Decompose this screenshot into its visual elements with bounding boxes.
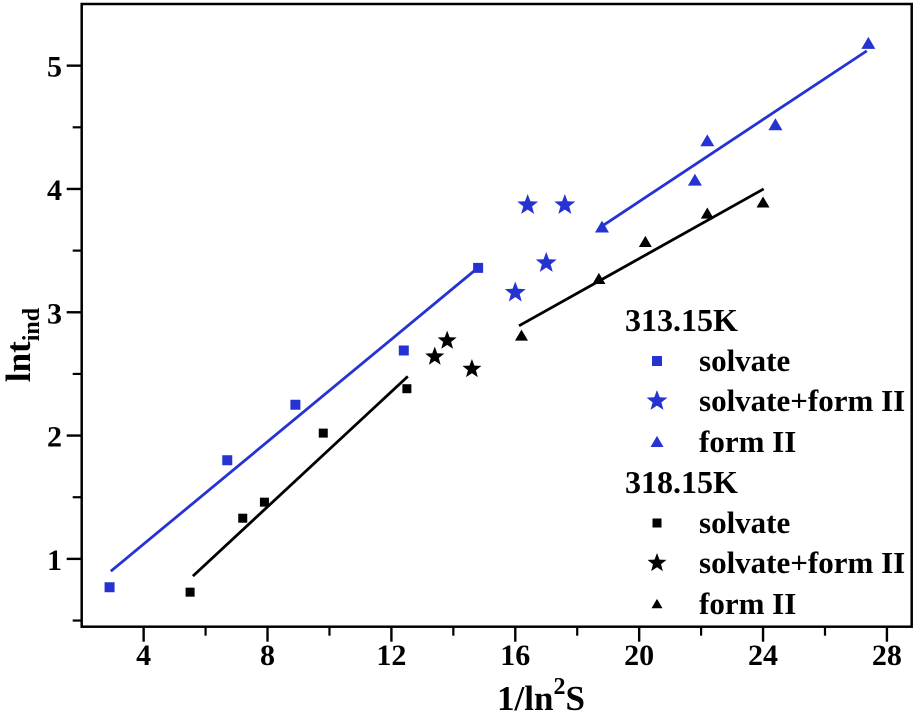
star-marker-icon: [625, 546, 689, 580]
x-tick-label: 20: [624, 639, 654, 672]
x-tick-label: 28: [872, 639, 902, 672]
data-point-triangle-marker: [514, 329, 528, 341]
data-point-square-marker: [259, 497, 269, 507]
data-point-star-marker: [425, 346, 445, 365]
data-point-star-marker: [517, 193, 539, 214]
legend-group-header: 313.15K: [625, 301, 738, 338]
legend-item-label: form II: [699, 423, 797, 459]
data-point-triangle-marker: [861, 36, 876, 49]
fit-line: [109, 266, 479, 573]
data-point-triangle-marker: [756, 196, 770, 208]
data-point-triangle-marker: [700, 134, 715, 147]
data-point-triangle-marker: [687, 173, 702, 186]
square-marker-icon: [625, 506, 689, 540]
data-point-square-marker: [473, 262, 484, 273]
data-point-square-marker: [318, 428, 328, 438]
data-point-star-marker: [437, 330, 457, 349]
series-313-15k-solvate-form-ii: [504, 193, 576, 302]
legend-item-solvate: solvate: [625, 503, 905, 544]
data-point-triangle-marker: [650, 435, 664, 447]
plot-frame: [80, 2, 913, 628]
data-point-square-marker: [398, 345, 409, 356]
x-tick-label: 8: [260, 639, 275, 672]
series-318-15k-solvate: [185, 384, 412, 597]
data-point-triangle-marker: [638, 235, 652, 247]
legend: 313.15K solvate solvate+form II form II 318.…: [625, 300, 905, 624]
legend-group-header: 318.15K: [625, 463, 738, 500]
x-tick-label: 4: [136, 639, 151, 672]
legend-item-label: solvate: [699, 342, 791, 378]
y-axis-title: lntind: [0, 307, 45, 382]
x-tick-label: 16: [500, 639, 530, 672]
data-point-star-marker: [647, 553, 667, 572]
legend-item-label: form II: [699, 585, 797, 621]
series-318-15k-form-ii: [514, 196, 770, 341]
y-tick-label: 4: [47, 174, 62, 207]
fit-line: [599, 49, 868, 229]
triangle-marker-icon: [625, 425, 689, 459]
fit-line: [191, 375, 409, 578]
legend-item-solvate: solvate: [625, 341, 905, 382]
series-313-15k-form-ii: [594, 36, 876, 233]
y-tick-label: 3: [47, 297, 62, 330]
data-point-triangle-marker: [651, 598, 663, 608]
fit-line: [518, 187, 765, 328]
data-point-triangle-marker: [594, 220, 609, 233]
data-point-square-marker: [104, 582, 115, 593]
square-marker-icon: [625, 344, 689, 378]
legend-item-form-ii: form II: [625, 422, 905, 463]
y-tick-label: 5: [47, 51, 62, 84]
triangle-marker-icon: [625, 587, 689, 621]
legend-item-label: solvate: [699, 504, 791, 540]
legend-item-label: solvate+form II: [699, 383, 906, 419]
data-point-square-marker: [290, 399, 301, 410]
data-point-star-marker: [535, 251, 557, 272]
data-point-star-marker: [554, 193, 576, 214]
data-point-triangle-marker: [592, 272, 606, 284]
data-point-square-marker: [652, 518, 662, 528]
x-tick-label: 12: [376, 639, 406, 672]
data-point-square-marker: [238, 513, 248, 523]
data-point-square-marker: [652, 355, 662, 366]
legend-item-form-ii: form II: [625, 584, 905, 625]
data-point-star-marker: [504, 281, 526, 302]
x-tick-label: 24: [748, 639, 778, 672]
legend-item-solvate-form-ii: solvate+form II: [625, 543, 905, 584]
data-point-triangle-marker: [700, 207, 714, 219]
series-318-15k-solvate-form-ii: [425, 330, 482, 378]
y-tick-label: 1: [47, 544, 62, 577]
data-point-square-marker: [402, 384, 412, 394]
legend-item-solvate-form-ii: solvate+form II: [625, 381, 905, 422]
series-313-15k-solvate: [104, 262, 484, 593]
y-tick-label: 2: [47, 421, 62, 454]
data-point-triangle-marker: [768, 118, 783, 131]
data-point-square-marker: [222, 455, 233, 466]
legend-item-label: solvate+form II: [699, 545, 906, 581]
data-point-square-marker: [185, 587, 195, 597]
x-axis-title: 1/ln2S: [497, 674, 585, 713]
data-point-star-marker: [462, 358, 482, 378]
data-point-star-marker: [646, 390, 668, 411]
star-marker-icon: [625, 384, 689, 418]
